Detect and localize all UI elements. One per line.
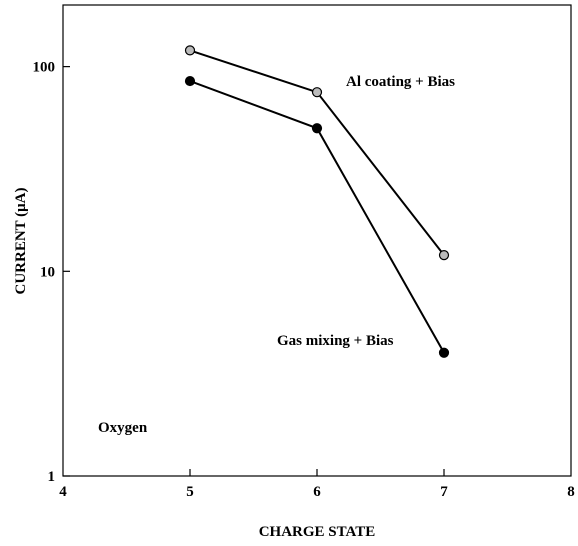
data-point-series-1: [184, 45, 196, 56]
y-tick-label: 10: [40, 264, 55, 280]
data-point-series-2: [438, 347, 450, 358]
data-point-series-1: [311, 87, 323, 98]
plot-frame: [62, 4, 572, 477]
y-tick-label: 1: [48, 469, 56, 485]
x-axis-title: CHARGE STATE: [259, 524, 376, 540]
x-tick-label: 5: [186, 484, 194, 500]
annotation-oxygen: Oxygen: [98, 420, 148, 436]
x-tick-label: 6: [313, 484, 321, 500]
x-tick-label: 8: [567, 484, 575, 500]
series-label-gas-mixing: Gas mixing + Bias: [277, 333, 394, 349]
series-line-2: [189, 80, 445, 354]
data-point-series-2: [311, 123, 323, 134]
data-point-series-1: [438, 250, 450, 261]
x-tick-label: 7: [440, 484, 448, 500]
x-tick-label: 4: [59, 484, 67, 500]
axis-ticks: 4 5 6 7 8 1 10 100: [33, 60, 575, 500]
data-point-series-2: [184, 75, 196, 87]
series-label-al-coating: Al coating + Bias: [346, 74, 455, 90]
y-tick-label: 100: [33, 60, 56, 76]
y-axis-title: CURRENT (μA): [13, 188, 29, 295]
series-layer: [184, 45, 450, 358]
